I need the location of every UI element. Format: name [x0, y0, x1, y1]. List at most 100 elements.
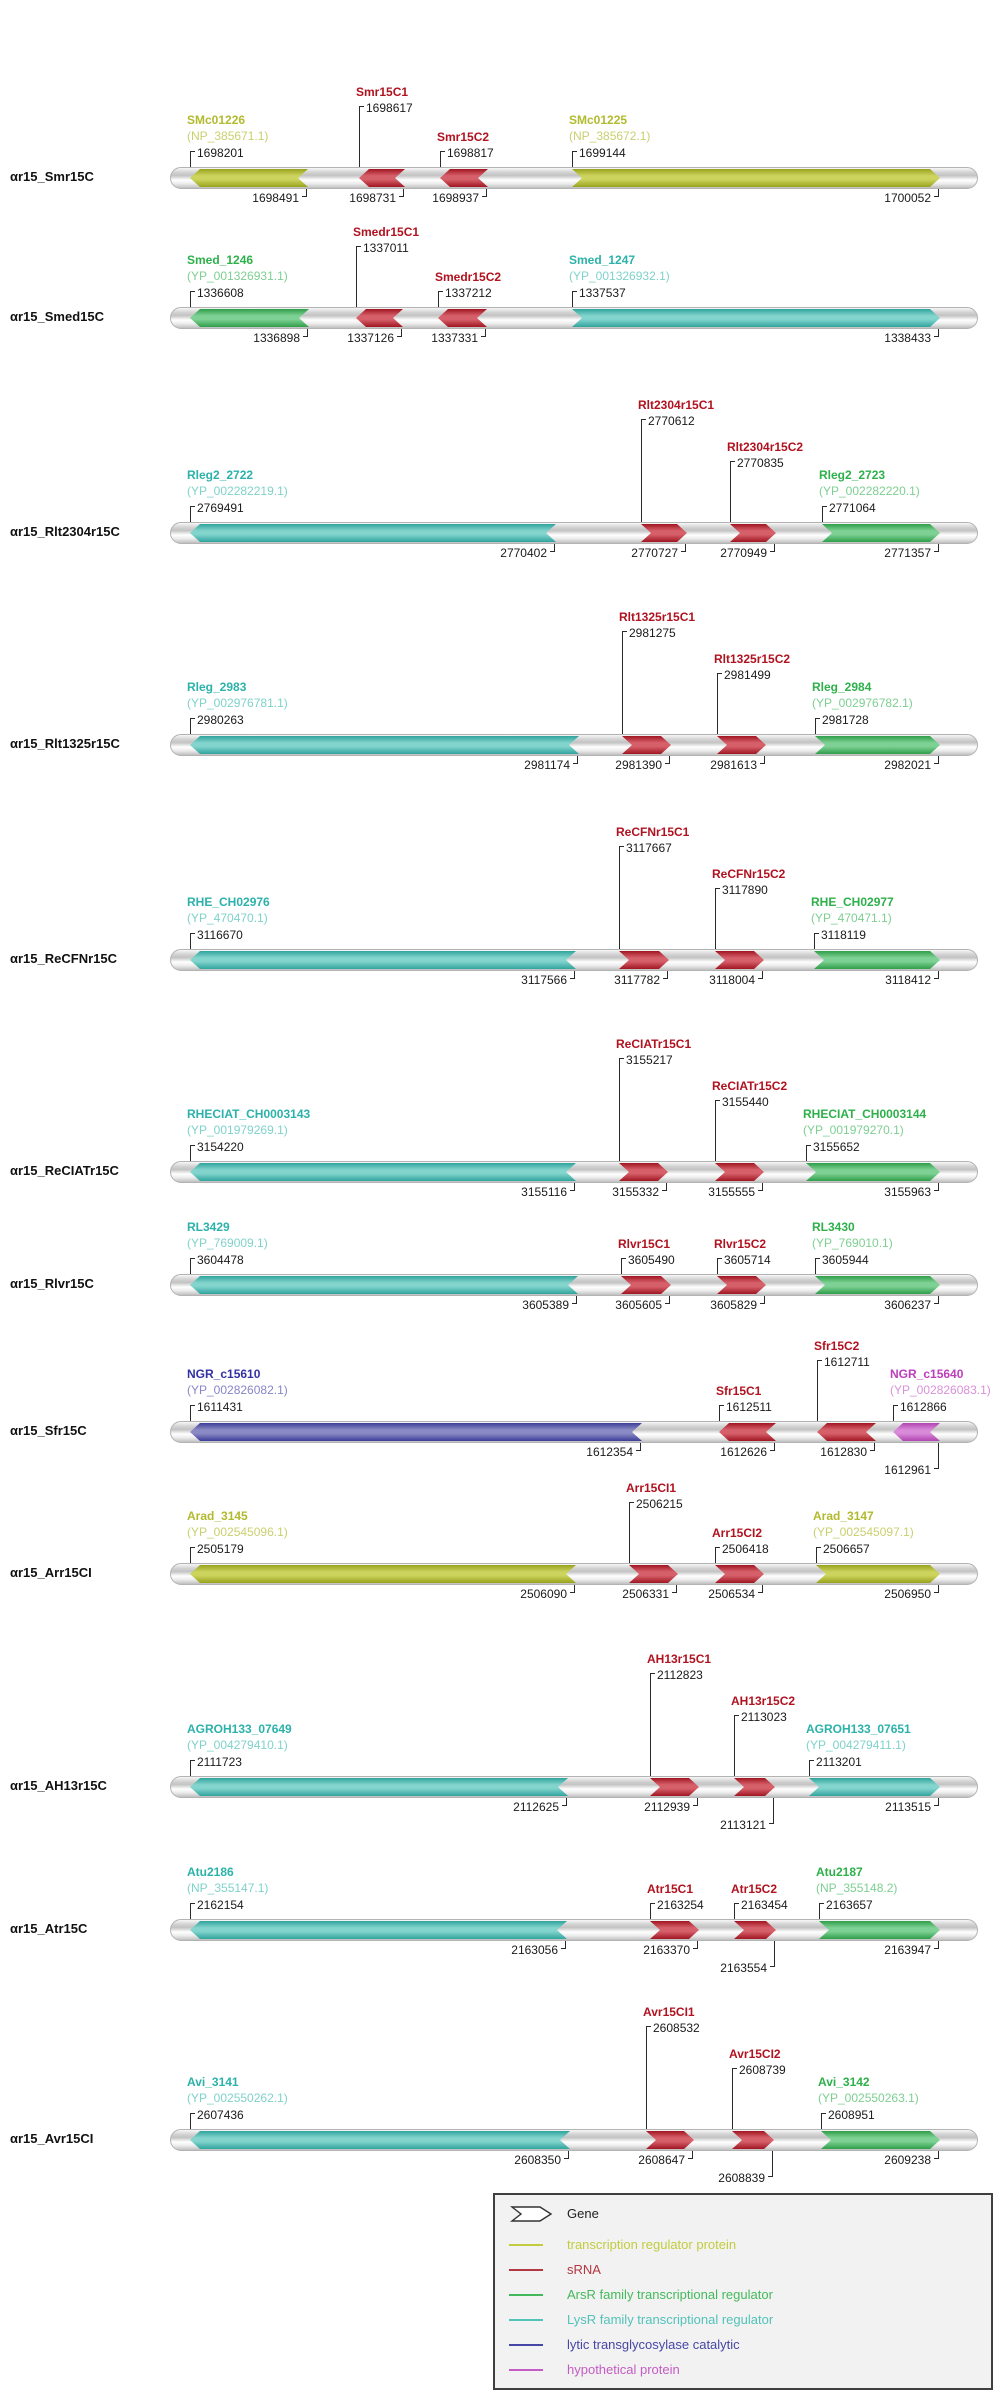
coordinate-tick-end	[665, 1296, 670, 1304]
coordinate-tick-end	[934, 756, 939, 764]
coordinate-tick-start	[809, 1760, 814, 1776]
coordinate-label-end: 1337331	[431, 331, 478, 345]
coordinate-label-start: 1337537	[579, 286, 626, 300]
coordinate-tick-start	[734, 1903, 739, 1919]
coordinate-label-end: 1612626	[720, 1445, 767, 1459]
gene-name-label: NGR_c15640	[890, 1367, 964, 1381]
srna-arrow	[619, 951, 669, 969]
gene-arrow	[815, 736, 940, 754]
coordinate-label-start: 1612511	[726, 1400, 772, 1414]
gene-arrow	[821, 2131, 940, 2149]
legend-label-lysr: LysR family transcriptional regulator	[567, 2312, 774, 2327]
srna-name-label: AH13r15C1	[647, 1652, 712, 1666]
coordinate-label-start: 2981275	[629, 626, 676, 640]
coordinate-tick-start	[190, 151, 195, 167]
coordinate-label-end: 3118004	[709, 973, 755, 987]
coordinate-tick-start	[190, 1405, 195, 1421]
coordinate-tick-start	[190, 1903, 195, 1919]
coordinate-label-end: 1612354	[586, 1445, 633, 1459]
srna-arrow	[621, 1276, 671, 1294]
coordinate-tick-end	[572, 1296, 577, 1304]
locus-label: αr15_Rlt2304r15C	[10, 524, 120, 539]
coordinate-label-end: 2163056	[511, 1943, 558, 1957]
coordinate-tick-start	[819, 1903, 824, 1919]
coordinate-tick-start	[190, 1760, 195, 1776]
coordinate-tick-start	[816, 1547, 821, 1563]
coordinate-label-end: 2112939	[644, 1800, 690, 1814]
coordinate-tick-start	[190, 1145, 195, 1161]
gene-arrow	[809, 1778, 940, 1796]
coordinate-tick-start	[572, 151, 577, 167]
gene-accession-label: (YP_002826082.1)	[187, 1383, 288, 1397]
gene-name-label: SMc01225	[569, 113, 628, 127]
legend-label-arsr: ArsR family transcriptional regulator	[567, 2287, 773, 2302]
coordinate-tick-end	[693, 1941, 698, 1949]
coordinate-tick-start	[734, 1715, 739, 1776]
locus-label: αr15_Smed15C	[10, 309, 104, 324]
coordinate-tick-end	[303, 329, 308, 337]
coordinate-tick-end	[570, 1585, 575, 1593]
coordinate-label-end: 1700052	[884, 191, 931, 205]
coordinate-label-end: 2113515	[885, 1800, 931, 1814]
coordinate-tick-end	[482, 189, 487, 197]
coordinate-label-start: 2506215	[636, 1497, 683, 1511]
locus-label: αr15_AH13r15C	[10, 1778, 107, 1793]
legend-swatch-lysr	[509, 2319, 543, 2321]
coordinate-label-end: 2163947	[884, 1943, 931, 1957]
coordinate-label-start: 3116670	[197, 928, 243, 942]
srna-name-label: Sfr15C1	[716, 1384, 762, 1398]
srna-arrow	[817, 1423, 876, 1441]
coordinate-tick-start	[629, 1502, 634, 1563]
coordinate-tick-end	[760, 1296, 765, 1304]
coordinate-tick-start	[715, 1547, 720, 1563]
coordinate-tick-end	[570, 1183, 575, 1191]
coordinate-label-start: 2162154	[197, 1898, 244, 1912]
gene-accession-label: (NP_355147.1)	[187, 1881, 269, 1895]
gene-arrow	[190, 1276, 578, 1294]
srna-arrow	[730, 524, 776, 542]
gene-name-label: Arad_3145	[187, 1509, 248, 1523]
srna-arrow	[717, 1276, 766, 1294]
coordinate-tick-end	[769, 1798, 774, 1824]
coordinate-label-end: 1698731	[349, 191, 396, 205]
srna-arrow	[734, 1778, 775, 1796]
gene-name-label: RHE_CH02976	[187, 895, 270, 909]
coordinate-label-start: 3118119	[821, 928, 866, 942]
srna-name-label: AH13r15C2	[731, 1694, 796, 1708]
coordinate-tick-end	[934, 1941, 939, 1949]
coordinate-tick-end	[399, 189, 404, 197]
coordinate-tick-end	[636, 1443, 641, 1451]
srna-arrow	[732, 2131, 774, 2149]
coordinate-label-end: 2770727	[631, 546, 678, 560]
coordinate-tick-end	[934, 189, 939, 197]
srna-name-label: Rlt1325r15C2	[714, 652, 791, 666]
coordinate-label-end: 2163554	[720, 1961, 767, 1975]
coordinate-tick-start	[621, 1258, 626, 1274]
gene-accession-label: (YP_769009.1)	[187, 1236, 268, 1250]
coordinate-tick-start	[821, 2113, 826, 2129]
coordinate-label-start: 1698617	[366, 101, 413, 115]
coordinate-label-start: 3605944	[822, 1253, 869, 1267]
gene-name-label: Atu2187	[816, 1865, 863, 1879]
coordinate-tick-end	[672, 1585, 677, 1593]
coordinate-tick-start	[715, 1100, 720, 1161]
coordinate-tick-start	[622, 631, 627, 734]
gene-accession-label: (YP_002282219.1)	[187, 484, 288, 498]
gene-accession-label: (YP_004279411.1)	[806, 1738, 906, 1752]
coordinate-tick-end	[934, 1183, 939, 1191]
locus-label: αr15_Atr15C	[10, 1921, 88, 1936]
coordinate-label-start: 2981499	[724, 668, 771, 682]
coordinate-tick-end	[564, 2151, 569, 2159]
coordinate-tick-start	[356, 246, 361, 307]
srna-arrow	[646, 2131, 694, 2149]
coordinate-label-end: 1337126	[347, 331, 394, 345]
coordinate-tick-end	[760, 756, 765, 764]
coordinate-tick-end	[934, 544, 939, 552]
locus-label: αr15_Arr15CI	[10, 1565, 92, 1580]
coordinate-label-end: 2608647	[638, 2153, 685, 2167]
coordinate-tick-end	[770, 544, 775, 552]
legend-label-hypothetical: hypothetical protein	[567, 2362, 680, 2377]
coordinate-tick-end	[768, 2151, 773, 2177]
srna-name-label: Sfr15C2	[814, 1339, 860, 1353]
gene-accession-label: (YP_470470.1)	[187, 911, 268, 925]
